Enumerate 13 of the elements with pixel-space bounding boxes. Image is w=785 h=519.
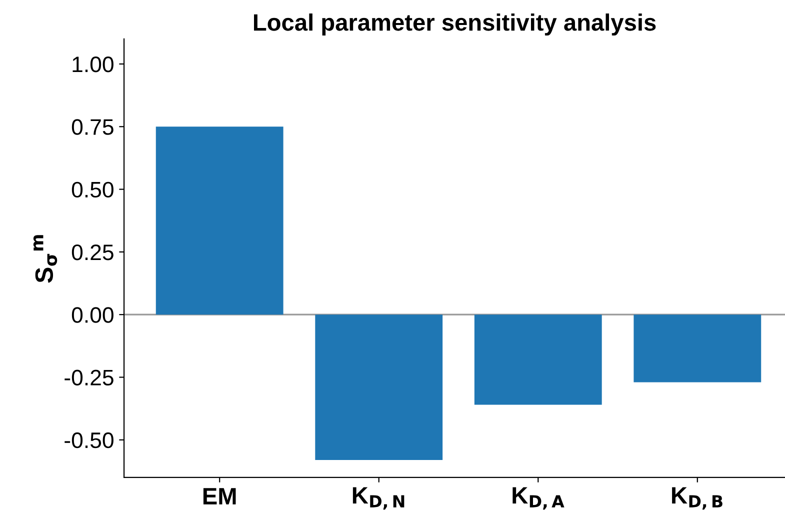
y-tick-label: 0.75 (72, 119, 114, 135)
y-tick-label: 0.25 (72, 244, 114, 260)
x-tick-label: K$_{D,A}$ (512, 487, 564, 510)
x-tick-label: EM (203, 488, 236, 504)
y-tick-label: 1.00 (72, 56, 114, 72)
y-tick-label: -0.50 (64, 432, 114, 448)
chart-title: Local parameter sensitivity analysis (254, 13, 656, 36)
y-axis-title: S$_{σ}$$^{m}$ (33, 235, 58, 283)
y-tick-label: -0.25 (64, 370, 114, 386)
x-tick-label: K$_{D,B}$ (672, 487, 722, 510)
y-tick-label: 0.00 (72, 307, 114, 323)
x-tick-label: K$_{D,N}$ (352, 487, 404, 510)
y-tick-label: 0.50 (72, 182, 114, 198)
